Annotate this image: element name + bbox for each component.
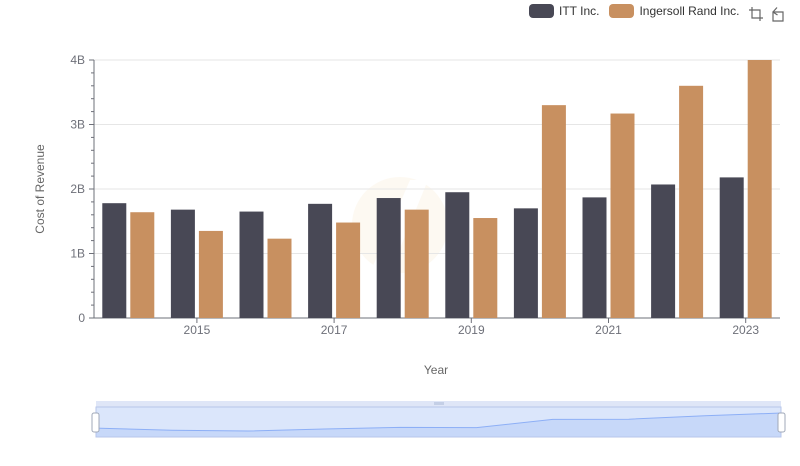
y-tick-label: 2B [70,182,85,196]
x-tick-label: 2019 [458,323,485,337]
data-zoom-grip[interactable] [434,402,444,405]
bar-ingersoll-rand-2017[interactable] [336,222,361,318]
x-tick-label: 2023 [732,323,759,337]
bar-ingersoll-rand-2014[interactable] [130,212,155,318]
zoom-select-icon[interactable] [748,6,764,22]
x-tick-label: 2015 [184,323,211,337]
legend-swatch-ingersoll-rand [609,4,635,18]
bar-itt-2016[interactable] [239,211,264,318]
legend-item-ingersoll-rand[interactable]: Ingersoll Rand Inc. [609,4,740,18]
bar-itt-2019[interactable] [445,192,470,318]
bar-itt-2015[interactable] [170,209,195,318]
bar-ingersoll-rand-2020[interactable] [541,105,566,319]
legend: ITT Inc. Ingersoll Rand Inc. [529,4,750,18]
y-tick-label: 1B [70,247,85,261]
bar-itt-2022[interactable] [651,184,676,318]
data-zoom-slider[interactable] [91,401,786,438]
data-zoom-handle-left[interactable] [91,412,100,433]
bar-ingersoll-rand-2018[interactable] [404,209,429,318]
bar-ingersoll-rand-2023[interactable] [747,60,772,318]
bar-ingersoll-rand-2021[interactable] [610,113,635,318]
y-tick-label: 4B [70,53,85,67]
bar-itt-2020[interactable] [513,208,538,318]
y-tick-label: 0 [78,311,85,325]
restore-icon[interactable] [770,6,786,22]
bar-itt-2023[interactable] [719,177,744,318]
x-axis-title: Year [424,363,448,377]
x-tick-label: 2017 [321,323,348,337]
x-axis: 2015 2017 2019 2021 2023 [94,317,780,337]
bar-itt-2018[interactable] [376,198,401,318]
bar-itt-2017[interactable] [308,203,333,318]
toolbox [748,6,792,22]
x-tick-label: 2021 [595,323,622,337]
bar-ingersoll-rand-2016[interactable] [267,238,292,318]
bars [102,60,772,319]
data-zoom-handle-right[interactable] [777,412,786,433]
legend-swatch-itt [529,4,554,18]
y-axis-title: Cost of Revenue [33,144,47,234]
legend-label-ingersoll-rand: Ingersoll Rand Inc. [639,4,740,18]
bar-ingersoll-rand-2022[interactable] [679,85,704,318]
y-axis: 0 1B 2B 3B 4B [70,53,95,325]
bar-itt-2014[interactable] [102,203,127,318]
legend-label-itt: ITT Inc. [559,4,600,18]
bar-ingersoll-rand-2019[interactable] [473,218,498,318]
bar-ingersoll-rand-2015[interactable] [198,230,223,318]
legend-item-itt[interactable]: ITT Inc. [529,4,599,18]
y-tick-label: 3B [70,118,85,132]
data-zoom-selection[interactable] [95,406,782,438]
bar-itt-2021[interactable] [582,197,607,318]
